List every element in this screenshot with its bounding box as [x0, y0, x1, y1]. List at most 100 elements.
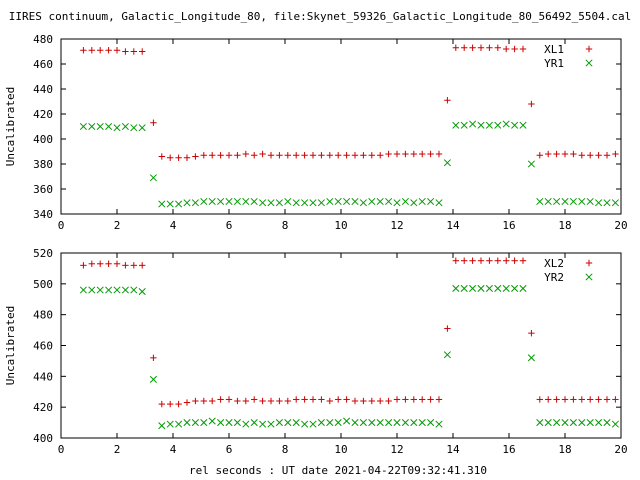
data-point — [326, 152, 333, 159]
data-point — [351, 419, 359, 427]
data-point — [419, 150, 426, 158]
data-point — [251, 396, 258, 403]
data-point — [200, 397, 207, 405]
data-point — [611, 199, 619, 207]
data-point — [267, 397, 275, 405]
data-point — [603, 152, 611, 159]
data-point — [175, 400, 182, 408]
data-point — [225, 396, 233, 403]
data-point — [275, 419, 283, 427]
data-point — [250, 197, 258, 206]
data-point — [158, 400, 165, 408]
x-tick-label: 16 — [502, 219, 515, 232]
data-point — [326, 419, 334, 427]
data-point — [460, 121, 468, 129]
data-point — [105, 122, 113, 131]
y-tick-label: 460 — [33, 340, 53, 353]
data-point — [377, 152, 384, 159]
data-point — [250, 419, 258, 427]
data-point — [393, 199, 401, 207]
x-tick-label: 2 — [114, 443, 121, 456]
data-point — [267, 199, 275, 207]
legend-label: XL2 — [544, 257, 564, 270]
data-point — [217, 152, 224, 159]
data-point — [410, 396, 417, 403]
data-point — [139, 48, 146, 55]
data-point — [427, 150, 434, 158]
x-tick-label: 18 — [558, 219, 571, 232]
data-point — [435, 150, 443, 158]
data-point — [544, 197, 552, 206]
data-point — [461, 44, 468, 51]
data-point — [209, 152, 216, 159]
data-point — [452, 257, 459, 264]
data-point — [267, 420, 275, 428]
data-point — [427, 419, 435, 427]
y-tick-label: 420 — [33, 401, 53, 414]
data-point — [284, 152, 291, 159]
series-YR1 — [79, 120, 619, 208]
data-point — [79, 122, 87, 131]
data-point — [309, 420, 317, 428]
data-point — [242, 197, 250, 206]
data-point — [217, 396, 224, 403]
data-point — [561, 150, 569, 158]
data-point — [477, 121, 485, 129]
data-point — [460, 284, 468, 293]
data-point — [167, 400, 174, 408]
data-point — [121, 286, 129, 294]
data-point — [121, 122, 129, 131]
data-point — [519, 121, 527, 129]
data-point — [301, 420, 309, 428]
data-point — [527, 354, 535, 362]
data-point — [292, 199, 300, 207]
data-point — [419, 396, 426, 403]
data-point — [183, 199, 191, 207]
data-point — [536, 396, 543, 403]
data-point — [166, 200, 174, 208]
data-point — [586, 419, 594, 427]
y-axis-label: Uncalibrated — [4, 306, 17, 385]
data-point — [275, 199, 283, 207]
data-point — [301, 199, 309, 207]
data-point — [511, 45, 518, 53]
data-point — [385, 419, 393, 427]
data-point — [410, 419, 418, 427]
data-point — [335, 152, 342, 159]
data-point — [393, 396, 401, 403]
data-point — [393, 150, 401, 158]
data-point — [603, 199, 611, 207]
data-point — [191, 199, 199, 207]
data-point — [360, 397, 367, 405]
data-point — [536, 197, 544, 206]
x-tick-label: 14 — [446, 443, 460, 456]
data-point — [444, 325, 451, 332]
data-point — [569, 197, 577, 206]
data-point — [544, 419, 552, 427]
data-point — [293, 396, 300, 403]
data-point — [427, 396, 434, 403]
data-point — [326, 397, 333, 405]
y-tick-label: 440 — [33, 370, 53, 383]
x-tick-label: 20 — [614, 219, 627, 232]
data-point — [477, 257, 485, 264]
data-point — [217, 197, 225, 206]
legend-marker — [585, 259, 593, 267]
data-point — [175, 200, 183, 208]
data-point — [351, 397, 359, 405]
x-tick-label: 4 — [170, 219, 177, 232]
data-point — [192, 153, 199, 160]
data-point — [309, 396, 317, 403]
x-tick-label: 0 — [58, 443, 65, 456]
data-point — [418, 197, 426, 206]
data-point — [502, 120, 510, 128]
data-point — [150, 119, 157, 126]
x-tick-label: 12 — [390, 443, 403, 456]
data-point — [88, 286, 96, 294]
data-point — [175, 420, 183, 428]
data-point — [217, 419, 225, 427]
x-axis-label: rel seconds : UT date 2021-04-22T09:32:4… — [189, 464, 487, 477]
data-point — [545, 150, 552, 158]
y-tick-label: 360 — [33, 183, 53, 196]
data-point — [368, 419, 376, 427]
